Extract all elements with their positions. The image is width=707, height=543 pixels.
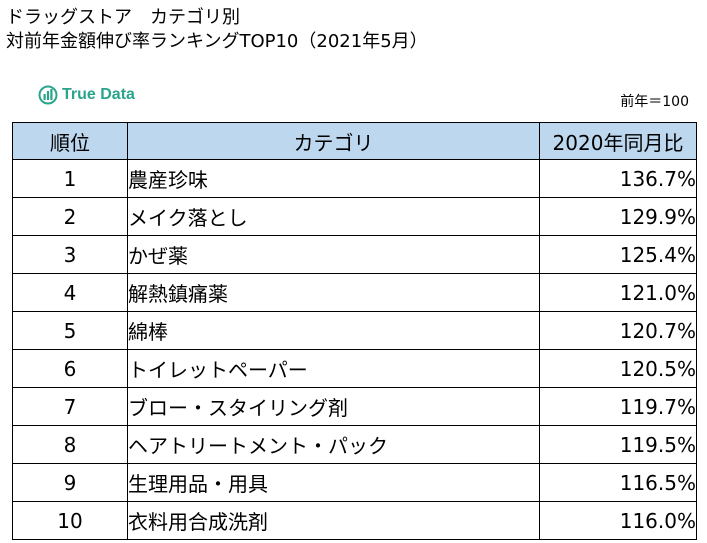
rank-cell: 2 [12, 197, 128, 236]
header-rank: 順位 [12, 122, 128, 160]
category-cell: 農産珍味 [127, 159, 540, 198]
table-row: 6 トイレットペーパー 120.5% [12, 349, 697, 388]
value-cell: 120.7% [539, 311, 697, 350]
rank-cell: 1 [12, 159, 128, 198]
category-cell: ブロー・スタイリング剤 [127, 387, 540, 426]
table-row: 10 衣料用合成洗剤 116.0% [12, 501, 697, 540]
value-cell: 125.4% [539, 235, 697, 274]
value-cell: 129.9% [539, 197, 697, 236]
value-cell: 116.5% [539, 463, 697, 502]
title-line-1: ドラッグストア カテゴリ別 [6, 7, 240, 28]
table-row: 9 生理用品・用具 116.5% [12, 463, 697, 502]
rank-cell: 10 [12, 501, 128, 540]
category-cell: メイク落とし [127, 197, 540, 236]
bar-chart-logo-icon [38, 85, 58, 105]
table-row: 5 綿棒 120.7% [12, 311, 697, 350]
rank-cell: 5 [12, 311, 128, 350]
header-yoy: 2020年同月比 [539, 122, 697, 160]
table-row: 7 ブロー・スタイリング剤 119.7% [12, 387, 697, 426]
base-note: 前年＝100 [620, 94, 689, 110]
category-cell: 衣料用合成洗剤 [127, 501, 540, 540]
category-cell: 生理用品・用具 [127, 463, 540, 502]
table-header-row: 順位 カテゴリ 2020年同月比 [12, 122, 697, 160]
rank-cell: 8 [12, 425, 128, 464]
true-data-logo: True Data [38, 85, 135, 105]
rank-cell: 3 [12, 235, 128, 274]
value-cell: 119.5% [539, 425, 697, 464]
table-row: 1 農産珍味 136.7% [12, 159, 697, 198]
category-cell: かぜ薬 [127, 235, 540, 274]
value-cell: 120.5% [539, 349, 697, 388]
title-line-2: 対前年金額伸び率ランキングTOP10（2021年5月） [6, 31, 428, 52]
rank-cell: 9 [12, 463, 128, 502]
ranking-table: 順位 カテゴリ 2020年同月比 1 農産珍味 136.7% 2 メイク落とし 129.9… [12, 122, 697, 540]
table-row: 8 ヘアトリートメント・パック 119.5% [12, 425, 697, 464]
value-cell: 136.7% [539, 159, 697, 198]
category-cell: トイレットペーパー [127, 349, 540, 388]
category-cell: ヘアトリートメント・パック [127, 425, 540, 464]
rank-cell: 7 [12, 387, 128, 426]
table-row: 2 メイク落とし 129.9% [12, 197, 697, 236]
value-cell: 116.0% [539, 501, 697, 540]
rank-cell: 6 [12, 349, 128, 388]
value-cell: 119.7% [539, 387, 697, 426]
category-cell: 解熱鎮痛薬 [127, 273, 540, 312]
value-cell: 121.0% [539, 273, 697, 312]
rank-cell: 4 [12, 273, 128, 312]
table-row: 4 解熱鎮痛薬 121.0% [12, 273, 697, 312]
category-cell: 綿棒 [127, 311, 540, 350]
logo-text: True Data [62, 86, 135, 103]
page-title: ドラッグストア カテゴリ別 対前年金額伸び率ランキングTOP10（2021年5月… [6, 6, 428, 54]
table-row: 3 かぜ薬 125.4% [12, 235, 697, 274]
header-category: カテゴリ [127, 122, 540, 160]
